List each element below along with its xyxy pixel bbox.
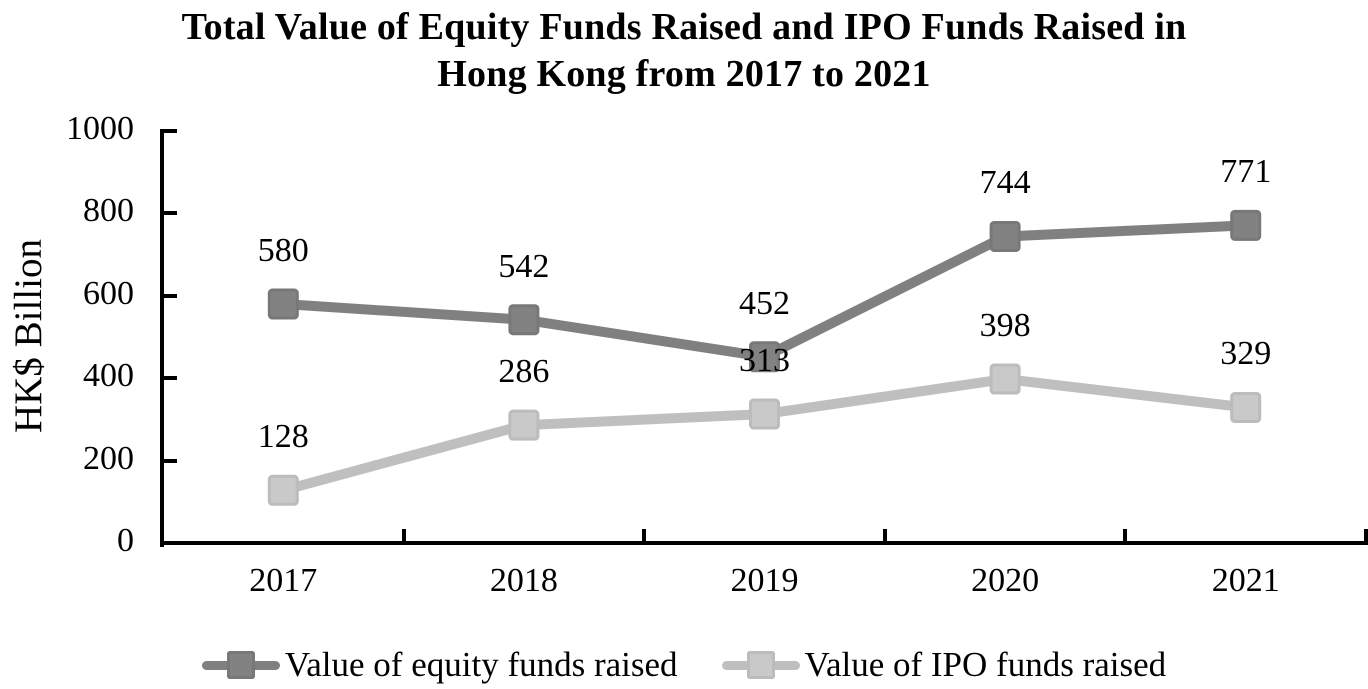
legend: Value of equity funds raised Value of IP… — [0, 644, 1368, 686]
x-axis-line — [160, 541, 1368, 545]
data-point-label: 313 — [739, 342, 790, 380]
data-point-label: 286 — [498, 353, 550, 391]
x-tick-label: 2017 — [249, 562, 318, 599]
series-line-ipo — [281, 373, 1247, 496]
data-point-marker — [1230, 391, 1262, 423]
data-point-marker — [989, 220, 1021, 252]
data-point-marker — [508, 304, 540, 336]
data-point-label: 452 — [739, 284, 790, 322]
y-tick-label: 0 — [117, 522, 134, 559]
legend-item-ipo: Value of IPO funds raised — [721, 645, 1167, 685]
x-tick-mark — [401, 529, 406, 541]
data-point-marker — [508, 409, 540, 441]
x-tick-label: 2018 — [489, 562, 558, 599]
data-point-marker — [267, 288, 299, 320]
data-point-marker — [1230, 209, 1262, 241]
x-tick-mark — [1123, 529, 1128, 541]
y-axis-line — [160, 129, 164, 547]
y-tick-label: 200 — [83, 439, 134, 477]
chart-title-line1: Total Value of Equity Funds Raised and I… — [181, 6, 1187, 48]
data-point-label: 128 — [257, 418, 309, 456]
chart-title: Total Value of Equity Funds Raised and I… — [0, 4, 1368, 98]
x-tick-label: 2021 — [1211, 562, 1280, 599]
data-point-marker — [749, 341, 780, 373]
data-point-marker — [989, 363, 1021, 395]
x-tick-mark — [1364, 529, 1368, 541]
data-point-label: 398 — [979, 307, 1031, 345]
x-tick-mark — [642, 529, 647, 541]
y-tick-mark — [164, 293, 177, 298]
y-tick-mark — [164, 129, 177, 133]
chart-title-line2: Hong Kong from 2017 to 2021 — [437, 53, 931, 95]
y-tick-mark — [164, 458, 177, 463]
y-tick-label: 400 — [83, 357, 134, 395]
legend-label-equity: Value of equity funds raised — [284, 645, 678, 684]
data-point-marker — [267, 474, 299, 506]
x-tick-label: 2020 — [971, 562, 1040, 599]
data-point-label: 542 — [498, 247, 550, 285]
y-tick-mark — [164, 376, 177, 381]
legend-label-ipo: Value of IPO funds raised — [804, 645, 1167, 684]
data-point-marker — [749, 398, 780, 430]
x-tick-mark — [882, 529, 887, 541]
y-tick-label: 800 — [83, 192, 134, 230]
x-tick-label: 2019 — [730, 562, 799, 599]
legend-item-equity: Value of equity funds raised — [201, 645, 678, 685]
data-point-label: 771 — [1220, 153, 1272, 191]
ipo-series-legend-marker-icon — [721, 649, 800, 681]
equity-series-legend-marker-icon — [201, 649, 280, 681]
y-tick-mark — [164, 211, 177, 216]
data-point-label: 329 — [1220, 335, 1272, 373]
data-point-label: 744 — [979, 164, 1031, 202]
data-point-label: 580 — [257, 232, 309, 270]
y-tick-label: 600 — [83, 274, 134, 312]
y-tick-label: 1000 — [66, 110, 134, 147]
